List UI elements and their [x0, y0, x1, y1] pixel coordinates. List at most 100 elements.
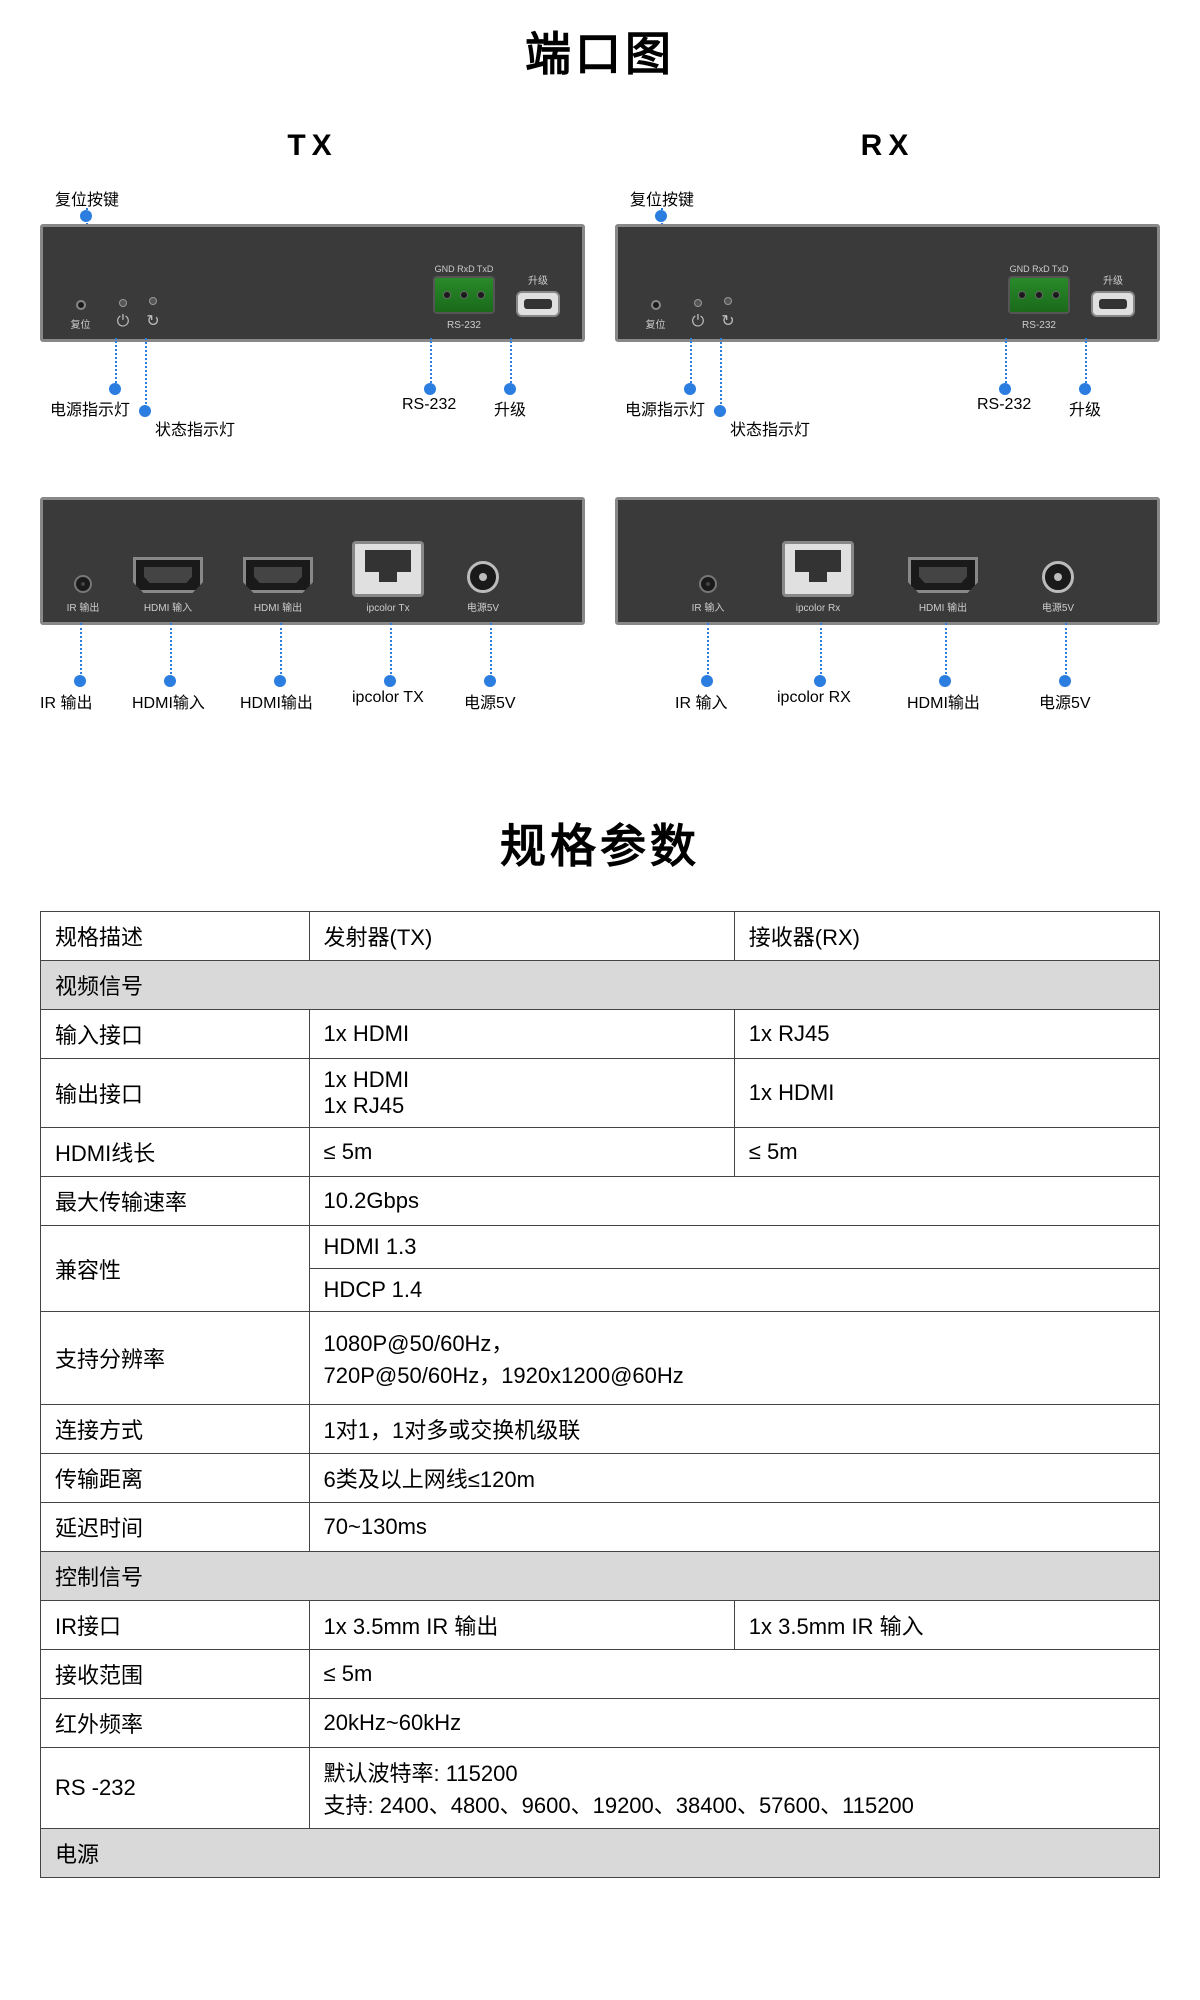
spec-cell: 接收范围 [41, 1650, 310, 1699]
hdmi-out-icon [243, 557, 313, 593]
callout-status-led: 状态指示灯 [155, 416, 235, 440]
callout-ipcolor-rx: ipcolor RX [777, 689, 851, 707]
table-row: 接收范围 ≤ 5m [41, 1650, 1160, 1699]
callout-dot-icon [80, 210, 92, 222]
callout-dot-icon [139, 405, 151, 417]
callout-power-tx: 电源5V [464, 689, 516, 713]
spec-header-tx: 发射器(TX) [309, 912, 734, 961]
panel-label-hdmi-in: HDMI 输入 [144, 599, 192, 614]
hdmi-in-icon [133, 557, 203, 593]
callout-line-icon [510, 338, 512, 386]
callout-power-rx: 电源5V [1039, 689, 1091, 713]
callout-dot-icon [1079, 383, 1091, 395]
spec-cell: 传输距离 [41, 1454, 310, 1503]
panel-label-power: 电源5V [467, 599, 499, 614]
spec-cell: 最大传输速率 [41, 1177, 310, 1226]
spec-cell: 延迟时间 [41, 1503, 310, 1552]
hdmi-out-rx-icon [908, 557, 978, 593]
panel-label-ir-in: IR 输入 [692, 599, 725, 614]
port-diagram-title: 端口图 [40, 0, 1160, 129]
spec-header-desc: 规格描述 [41, 912, 310, 961]
ir-out-jack-icon [74, 575, 92, 593]
panel-label-hdmi-out-rx: HDMI 输出 [919, 599, 967, 614]
status-symbol-icon: ↻ [721, 311, 734, 331]
spec-section-power: 电源 [41, 1829, 1160, 1878]
spec-cell: 10.2Gbps [309, 1177, 1159, 1226]
spec-cell: 1x HDMI [309, 1010, 734, 1059]
spec-title: 规格参数 [40, 770, 1160, 911]
callout-line-icon [115, 338, 117, 386]
tx-rear-panel: IR 输出 HDMI 输入 HDMI 输出 ipcolor Tx [40, 497, 585, 625]
table-row: HDMI线长 ≤ 5m ≤ 5m [41, 1128, 1160, 1177]
panel-label-reset: 复位 [71, 316, 91, 331]
spec-cell: 输出接口 [41, 1059, 310, 1128]
callout-upgrade: 升级 [1069, 396, 1101, 420]
status-led-icon [149, 297, 157, 305]
spec-cell: 1x 3.5mm IR 输出 [309, 1601, 734, 1650]
spec-cell: 连接方式 [41, 1405, 310, 1454]
spec-cell: HDMI线长 [41, 1128, 310, 1177]
rear-panels-row: IR 输出 HDMI 输入 HDMI 输出 ipcolor Tx [40, 497, 1160, 695]
power-led-icon [119, 299, 127, 307]
power-led-icon [694, 299, 702, 307]
callout-line-icon [145, 338, 147, 408]
spec-cell: 1080P@50/60Hz， 720P@50/60Hz，1920x1200@60… [309, 1312, 1159, 1405]
table-section-row: 视频信号 [41, 961, 1160, 1010]
panel-label-ipcolor-tx: ipcolor Tx [366, 603, 409, 614]
power-symbol-icon: ⏻ [692, 313, 705, 331]
callout-ipcolor-tx: ipcolor TX [352, 689, 424, 707]
table-row: 传输距离 6类及以上网线≤120m [41, 1454, 1160, 1503]
table-row: 输出接口 1x HDMI 1x RJ45 1x HDMI [41, 1059, 1160, 1128]
panel-label-upgrade: 升级 [528, 272, 548, 287]
table-section-row: 控制信号 [41, 1552, 1160, 1601]
spec-cell: 默认波特率: 115200 支持: 2400、4800、9600、19200、3… [309, 1748, 1159, 1829]
front-panels-row: TX 复位按键 复位 ⏻ ↻ [40, 129, 1160, 422]
tx-front-panel: 复位 ⏻ ↻ GND RxD TxD [40, 224, 585, 342]
rx-rear-panel: IR 输入 ipcolor Rx HDMI 输出 电源5V [615, 497, 1160, 625]
rx-rear-column: IR 输入 ipcolor Rx HDMI 输出 电源5V [615, 497, 1160, 695]
rj45-tx-icon [352, 541, 424, 597]
spec-cell: 1x HDMI [734, 1059, 1159, 1128]
spec-cell: 70~130ms [309, 1503, 1159, 1552]
spec-cell: 兼容性 [41, 1226, 310, 1312]
dc-jack-rx-icon [1042, 561, 1074, 593]
spec-cell: ≤ 5m [309, 1650, 1159, 1699]
panel-label-power-rx: 电源5V [1042, 599, 1074, 614]
power-symbol-icon: ⏻ [117, 313, 130, 331]
spec-cell: 1x HDMI 1x RJ45 [309, 1059, 734, 1128]
callout-ir-in: IR 输入 [675, 689, 727, 713]
table-row: IR接口 1x 3.5mm IR 输出 1x 3.5mm IR 输入 [41, 1601, 1160, 1650]
callout-status-led: 状态指示灯 [730, 416, 810, 440]
spec-cell: 支持分辨率 [41, 1312, 310, 1405]
callout-dot-icon [714, 405, 726, 417]
callout-line-icon [690, 338, 692, 386]
table-row: 最大传输速率 10.2Gbps [41, 1177, 1160, 1226]
callout-dot-icon [999, 383, 1011, 395]
callout-hdmi-out: HDMI输出 [240, 689, 313, 713]
spec-cell: IR接口 [41, 1601, 310, 1650]
rs232-connector-icon [433, 276, 495, 314]
callout-line-icon [720, 338, 722, 408]
rj45-rx-icon [782, 541, 854, 597]
table-row: 延迟时间 70~130ms [41, 1503, 1160, 1552]
callout-dot-icon [655, 210, 667, 222]
spec-cell: ≤ 5m [309, 1128, 734, 1177]
callout-dot-icon [684, 383, 696, 395]
callout-dot-icon [504, 383, 516, 395]
callout-ir-out: IR 输出 [40, 689, 92, 713]
table-row: 支持分辨率 1080P@50/60Hz， 720P@50/60Hz，1920x1… [41, 1312, 1160, 1405]
callout-reset-button: 复位按键 [55, 186, 119, 210]
tx-rear-column: IR 输出 HDMI 输入 HDMI 输出 ipcolor Tx [40, 497, 585, 695]
spec-table: 规格描述 发射器(TX) 接收器(RX) 视频信号 输入接口 1x HDMI 1… [40, 911, 1160, 1878]
table-row: RS -232 默认波特率: 115200 支持: 2400、4800、9600… [41, 1748, 1160, 1829]
callout-hdmi-in: HDMI输入 [132, 689, 205, 713]
table-row: 连接方式 1对1，1对多或交换机级联 [41, 1405, 1160, 1454]
reset-button-icon [651, 300, 661, 310]
ir-in-jack-icon [699, 575, 717, 593]
spec-cell: HDMI 1.3 [309, 1226, 1159, 1269]
spec-section-video: 视频信号 [41, 961, 1160, 1010]
table-row: 红外频率 20kHz~60kHz [41, 1699, 1160, 1748]
callout-reset-button: 复位按键 [630, 186, 694, 210]
callout-power-led: 电源指示灯 [625, 396, 705, 420]
spec-cell: HDCP 1.4 [309, 1269, 1159, 1312]
